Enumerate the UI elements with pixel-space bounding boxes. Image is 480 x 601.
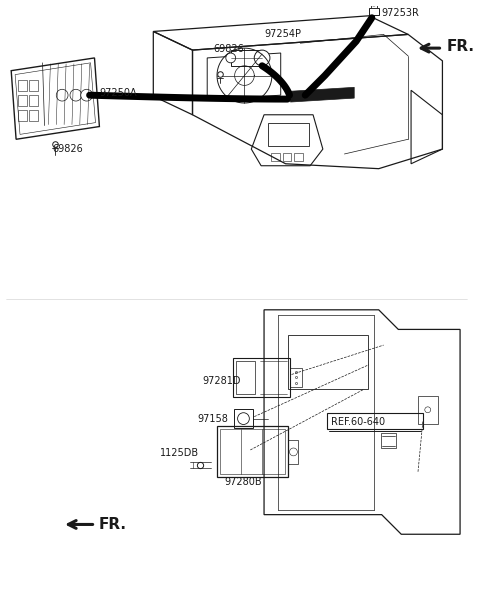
- Bar: [327, 413, 423, 429]
- Text: 97281D: 97281D: [202, 376, 241, 386]
- Bar: [271, 153, 280, 161]
- Bar: [18, 81, 27, 91]
- Bar: [369, 8, 379, 15]
- Bar: [418, 396, 438, 424]
- Bar: [29, 95, 37, 106]
- Circle shape: [81, 90, 93, 101]
- Bar: [233, 358, 289, 397]
- Circle shape: [254, 50, 270, 66]
- Text: 97254P: 97254P: [264, 29, 301, 40]
- Text: 1125DB: 1125DB: [160, 448, 199, 458]
- Bar: [217, 427, 288, 477]
- Bar: [289, 368, 302, 387]
- Bar: [18, 95, 27, 106]
- Bar: [234, 409, 253, 429]
- Text: 97280B: 97280B: [225, 477, 263, 487]
- Text: FR.: FR.: [446, 38, 474, 53]
- Circle shape: [238, 413, 249, 424]
- Bar: [220, 429, 285, 474]
- Bar: [29, 110, 37, 121]
- Bar: [381, 433, 396, 448]
- Polygon shape: [290, 87, 354, 102]
- Bar: [288, 335, 368, 389]
- Bar: [236, 361, 255, 394]
- Text: 69826: 69826: [52, 144, 83, 154]
- Bar: [371, 3, 377, 8]
- Bar: [283, 153, 291, 161]
- Circle shape: [425, 407, 431, 413]
- Bar: [231, 50, 262, 66]
- Bar: [29, 81, 37, 91]
- Bar: [18, 110, 27, 121]
- Circle shape: [289, 448, 298, 456]
- Circle shape: [56, 90, 68, 101]
- Text: 69826: 69826: [213, 44, 244, 54]
- Text: 97253R: 97253R: [382, 8, 420, 18]
- Text: 97250A: 97250A: [99, 88, 137, 98]
- Bar: [294, 153, 303, 161]
- Text: REF.60-640: REF.60-640: [331, 416, 385, 427]
- Circle shape: [226, 53, 236, 63]
- Bar: [288, 440, 299, 464]
- Text: FR.: FR.: [98, 517, 126, 532]
- Circle shape: [70, 90, 82, 101]
- Bar: [268, 123, 309, 146]
- Circle shape: [370, 0, 378, 6]
- Text: 97158: 97158: [197, 413, 228, 424]
